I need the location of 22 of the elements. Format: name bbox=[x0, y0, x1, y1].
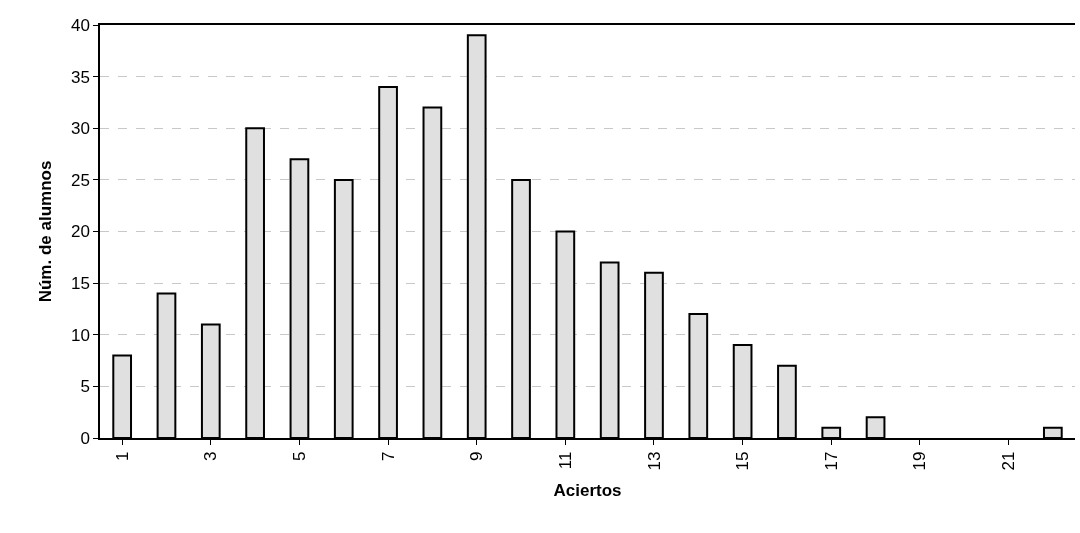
x-tick-label: 9 bbox=[467, 451, 487, 462]
x-tick-label: 21 bbox=[999, 451, 1019, 471]
y-tick-label: 40 bbox=[70, 15, 90, 35]
x-tick-label: 5 bbox=[289, 451, 309, 462]
x-tick-label: 7 bbox=[378, 451, 398, 462]
x-tick-label: 17 bbox=[821, 451, 841, 471]
x-tick-label: 1 bbox=[112, 451, 132, 462]
y-axis-title: Núm. de alumnos bbox=[35, 160, 55, 303]
x-axis-title: Aciertos bbox=[553, 481, 622, 501]
x-tick-label: 11 bbox=[555, 451, 575, 470]
x-tick-label: 13 bbox=[644, 451, 664, 471]
y-tick-label: 35 bbox=[70, 67, 90, 87]
y-tick-label: 15 bbox=[70, 274, 90, 294]
x-tick-label: 19 bbox=[910, 451, 930, 471]
y-tick-label: 10 bbox=[70, 325, 90, 345]
x-tick-label: 3 bbox=[201, 451, 221, 462]
y-tick-label: 20 bbox=[70, 222, 90, 242]
y-tick-label: 25 bbox=[70, 170, 90, 190]
x-tick-label: 15 bbox=[733, 451, 753, 471]
y-tick-label: 0 bbox=[80, 428, 90, 448]
y-tick-label: 30 bbox=[70, 119, 90, 139]
y-tick-label: 5 bbox=[80, 377, 90, 397]
